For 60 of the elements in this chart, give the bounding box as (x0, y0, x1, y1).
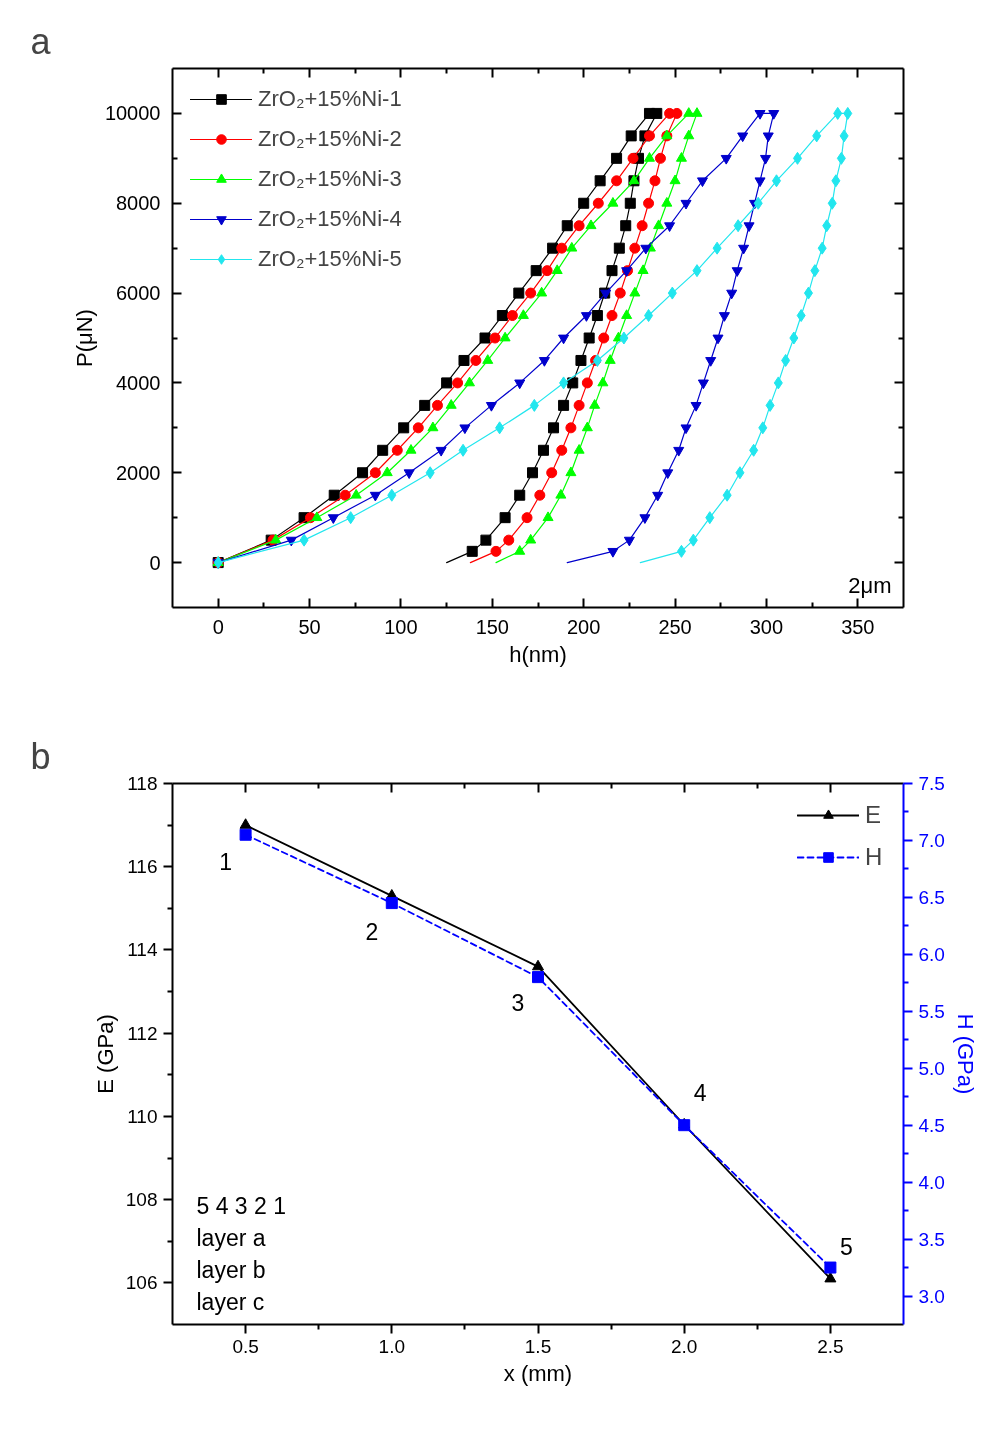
annotation: 4 (693, 1080, 707, 1107)
annotation: layer c (196, 1288, 265, 1315)
chart-title: a (30, 20, 52, 62)
y-tick-label: 2000 (116, 461, 161, 484)
legend-label: ZrO₂+15%Ni-5 (258, 246, 402, 272)
x-tick-label: 1.5 (524, 1335, 552, 1357)
annotation: 2μm (848, 572, 892, 598)
x-tick-label: 100 (384, 615, 418, 638)
x-tick-label: 50 (298, 615, 321, 638)
x-tick-label: 150 (475, 615, 509, 638)
y-tick-label: 4000 (116, 371, 161, 394)
legend-label: ZrO₂+15%Ni-1 (258, 86, 402, 112)
y-tick-label: 112 (127, 1022, 158, 1044)
x-axis-title: h(nm) (509, 641, 567, 667)
annotation: 5 (840, 1234, 853, 1261)
y-tick-label: 10000 (104, 102, 161, 125)
y-tick-label: 116 (127, 856, 158, 878)
x-tick-label: 2.5 (817, 1335, 844, 1357)
y-tick-label: 118 (127, 773, 158, 794)
x-tick-label: 350 (841, 615, 875, 638)
chart-title: b (30, 735, 51, 777)
y2-tick-label: 3.5 (918, 1228, 945, 1250)
x-axis-title: x (mm) (503, 1360, 573, 1386)
x-tick-label: 200 (567, 615, 601, 638)
y-axis-title: P(μN) (71, 309, 97, 367)
legend-label: E (865, 801, 882, 829)
y-tick-label: 0 (149, 551, 161, 574)
x-tick-label: 250 (658, 615, 692, 638)
x-tick-label: 1.0 (378, 1335, 406, 1357)
annotation: 2 (365, 919, 379, 946)
annotation: layer b (196, 1256, 266, 1283)
legend-label: ZrO₂+15%Ni-4 (258, 206, 402, 232)
y-tick-label: 114 (127, 939, 158, 961)
y2-tick-label: 6.5 (918, 886, 945, 908)
y2-tick-label: 5.0 (918, 1057, 945, 1079)
y2-tick-label: 7.0 (918, 829, 945, 851)
y2-tick-label: 3.0 (918, 1285, 945, 1307)
annotation: 5 4 3 2 1 (196, 1192, 287, 1219)
annotation: layer a (196, 1224, 266, 1251)
y-tick-label: 6000 (116, 282, 161, 305)
x-tick-label: 0 (212, 615, 224, 638)
y-tick-label: 110 (127, 1105, 158, 1127)
y-axis-title: E (GPa) (92, 1014, 118, 1094)
legend-label: H (865, 843, 884, 871)
y2-axis-title: H (GPa) (952, 1013, 978, 1095)
annotation: 3 (511, 990, 525, 1017)
x-tick-label: 2.0 (670, 1335, 698, 1357)
y-tick-label: 108 (125, 1189, 158, 1211)
y2-tick-label: 4.0 (918, 1171, 945, 1193)
y-tick-label: 8000 (116, 192, 161, 215)
y2-tick-label: 4.5 (918, 1114, 945, 1136)
legend-label: ZrO₂+15%Ni-3 (258, 166, 402, 192)
annotation: 1 (219, 848, 232, 875)
y2-tick-label: 7.5 (918, 773, 945, 794)
x-tick-label: 300 (749, 615, 784, 638)
legend-label: ZrO₂+15%Ni-2 (258, 126, 402, 152)
y-tick-label: 106 (125, 1272, 158, 1294)
y2-tick-label: 5.5 (918, 1000, 945, 1022)
y2-tick-label: 6.0 (918, 943, 945, 965)
x-tick-label: 0.5 (232, 1335, 259, 1357)
